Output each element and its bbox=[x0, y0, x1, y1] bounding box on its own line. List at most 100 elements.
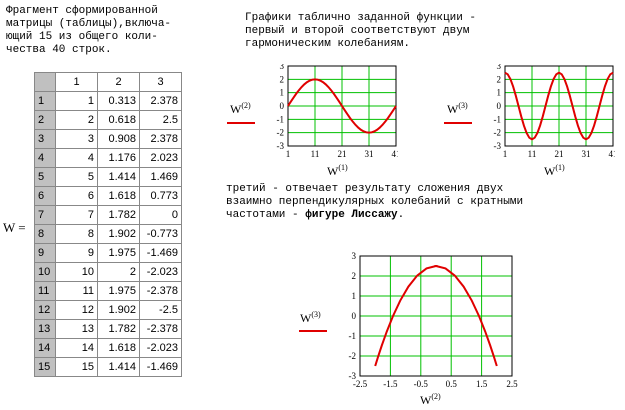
table-cell: 1.782 bbox=[97, 205, 140, 225]
row-index: 6 bbox=[34, 186, 56, 206]
plot-frame bbox=[359, 255, 513, 377]
chart1-y-label: W(2) bbox=[230, 101, 251, 117]
table-cell: 4 bbox=[55, 148, 98, 168]
table-row: 11 11 1.975 -2.378 bbox=[34, 281, 182, 301]
y-tick-label: 1 bbox=[280, 88, 285, 98]
table-cell: 1 bbox=[55, 91, 98, 111]
table-row: 15 15 1.414 -1.469 bbox=[34, 357, 182, 377]
lissajous-description-text: третий - отвечает результату сложения дв… bbox=[226, 183, 524, 221]
x-tick-label: -0.5 bbox=[414, 379, 429, 389]
chart3-y-label-text: W bbox=[300, 311, 312, 325]
intro-text: Фрагмент сформированной матрицы (таблицы… bbox=[6, 5, 172, 56]
column-header: 3 bbox=[139, 72, 182, 92]
row-index: 2 bbox=[34, 110, 56, 130]
row-index: 5 bbox=[34, 167, 56, 187]
row-index: 13 bbox=[34, 319, 56, 339]
x-tick-label: 2.5 bbox=[506, 379, 518, 389]
chart1-x-label-text: W bbox=[327, 164, 339, 178]
matrix-body: 1 2 3 1 1 0.313 2.378 2 2 0.618 2.5 3 3 0.908 2.378… bbox=[34, 72, 182, 377]
table-cell: 0 bbox=[139, 205, 182, 225]
table-cell: 0.618 bbox=[97, 110, 140, 130]
x-tick-label: 31 bbox=[582, 149, 591, 159]
table-header-row: 1 2 3 bbox=[34, 72, 182, 92]
y-tick-label: 2 bbox=[280, 74, 285, 84]
table-row: 14 14 1.618 -2.023 bbox=[34, 338, 182, 358]
table-row: 5 5 1.414 1.469 bbox=[34, 167, 182, 187]
series-line bbox=[374, 264, 498, 367]
table-cell: -1.469 bbox=[139, 243, 182, 263]
table-cell: -2.378 bbox=[139, 319, 182, 339]
y-tick-label: 1 bbox=[352, 291, 357, 301]
y-tick-label: 1 bbox=[497, 88, 502, 98]
x-tick-label: -2.5 bbox=[353, 379, 368, 389]
table-row: 8 8 1.902 -0.773 bbox=[34, 224, 182, 244]
table-cell: 14 bbox=[55, 338, 98, 358]
table-cell: 13 bbox=[55, 319, 98, 339]
table-cell: 11 bbox=[55, 281, 98, 301]
chart2-x-label-text: W bbox=[544, 164, 556, 178]
table-row: 13 13 1.782 -2.378 bbox=[34, 319, 182, 339]
table-row: 1 1 0.313 2.378 bbox=[34, 91, 182, 111]
y-tick-label: 3 bbox=[352, 251, 357, 261]
chart1-x-label-sup: (1) bbox=[338, 163, 348, 172]
chart3-legend-line bbox=[299, 330, 327, 332]
table-row: 10 10 2 -2.023 bbox=[34, 262, 182, 282]
chart2-x-label: W(1) bbox=[544, 163, 565, 179]
table-cell: 1.414 bbox=[97, 357, 140, 377]
table-cell: 1.618 bbox=[97, 186, 140, 206]
chart-description-text: Графики таблично заданной функции - перв… bbox=[245, 12, 477, 50]
x-tick-label: 11 bbox=[311, 149, 320, 159]
column-header: 2 bbox=[97, 72, 140, 92]
y-tick-label: -1 bbox=[277, 114, 285, 124]
chart2-y-label-text: W bbox=[447, 102, 459, 116]
table-cell: 2.023 bbox=[139, 148, 182, 168]
lissajous-term: фигуре Лиссажу bbox=[305, 209, 398, 221]
row-index: 3 bbox=[34, 129, 56, 149]
chart3-y-label-sup: (3) bbox=[311, 310, 321, 319]
chart1-plot: 1112131413210-1-2-3 bbox=[277, 64, 399, 159]
table-cell: 1.975 bbox=[97, 281, 140, 301]
table-row: 4 4 1.176 2.023 bbox=[34, 148, 182, 168]
row-index: 7 bbox=[34, 205, 56, 225]
chart1-legend-line bbox=[227, 122, 255, 124]
x-tick-label: 21 bbox=[338, 149, 347, 159]
table-cell: 10 bbox=[55, 262, 98, 282]
y-tick-label: -1 bbox=[494, 114, 502, 124]
table-cell: -0.773 bbox=[139, 224, 182, 244]
table-row: 3 3 0.908 2.378 bbox=[34, 129, 182, 149]
row-index: 12 bbox=[34, 300, 56, 320]
table-cell: 2 bbox=[55, 110, 98, 130]
chart1-y-label-text: W bbox=[230, 102, 242, 116]
row-index: 4 bbox=[34, 148, 56, 168]
series-line bbox=[287, 78, 397, 134]
table-cell: 3 bbox=[55, 129, 98, 149]
y-tick-label: 3 bbox=[280, 64, 285, 71]
row-index: 8 bbox=[34, 224, 56, 244]
row-index: 1 bbox=[34, 91, 56, 111]
y-tick-label: 0 bbox=[497, 101, 502, 111]
table-cell: 1.469 bbox=[139, 167, 182, 187]
x-tick-label: 31 bbox=[365, 149, 374, 159]
table-cell: 0.908 bbox=[97, 129, 140, 149]
table-cell: 7 bbox=[55, 205, 98, 225]
table-cell: -2.5 bbox=[139, 300, 182, 320]
table-corner-cell bbox=[34, 72, 56, 92]
table-row: 2 2 0.618 2.5 bbox=[34, 110, 182, 130]
table-cell: 1.176 bbox=[97, 148, 140, 168]
x-tick-label: 1 bbox=[503, 149, 508, 159]
table-cell: 9 bbox=[55, 243, 98, 263]
chart2-plot: 1112131413210-1-2-3 bbox=[494, 64, 616, 159]
y-tick-label: 2 bbox=[497, 74, 502, 84]
y-tick-label: -3 bbox=[349, 371, 357, 381]
chart3-plot: -2.5 -1.5 -0.5 0.5 1.5 2.5 3 2 1 0 -1 -2 -3 bbox=[349, 251, 519, 389]
table-cell: 0.313 bbox=[97, 91, 140, 111]
x-tick-label: 11 bbox=[528, 149, 537, 159]
table-cell: 2.5 bbox=[139, 110, 182, 130]
row-index: 15 bbox=[34, 357, 56, 377]
y-tick-label: -2 bbox=[349, 351, 357, 361]
table-row: 7 7 1.782 0 bbox=[34, 205, 182, 225]
y-tick-label: -2 bbox=[277, 128, 285, 138]
chart2-y-label-sup: (3) bbox=[458, 101, 468, 110]
row-index: 10 bbox=[34, 262, 56, 282]
series-line bbox=[504, 71, 614, 141]
